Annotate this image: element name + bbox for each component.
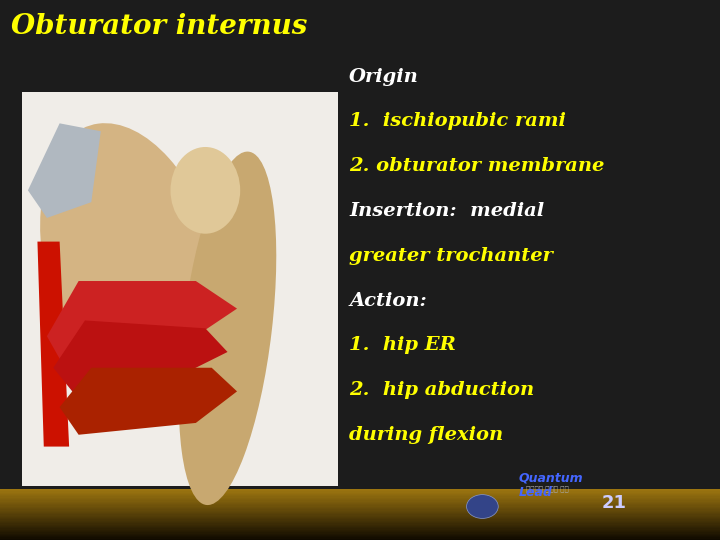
Bar (0, 495, 720, 496)
Bar (0, 504, 720, 505)
Bar (0, 535, 720, 536)
Ellipse shape (40, 123, 225, 415)
Bar (0, 498, 720, 499)
Bar (0, 532, 720, 534)
Ellipse shape (171, 147, 240, 234)
Bar (0, 518, 720, 519)
Text: Insertion:  medial: Insertion: medial (349, 202, 544, 220)
Bar (0, 531, 720, 532)
Bar (0, 491, 720, 492)
Text: 1.  hip ER: 1. hip ER (349, 336, 456, 354)
Polygon shape (60, 368, 237, 435)
Bar (0, 529, 720, 530)
Bar (0, 517, 720, 518)
Bar (0, 494, 720, 495)
Bar (0, 508, 720, 509)
Bar (0, 500, 720, 502)
Bar (0, 521, 720, 522)
Bar (0, 505, 720, 507)
Polygon shape (47, 281, 237, 376)
Bar (0, 496, 720, 498)
Bar (0, 513, 720, 514)
Polygon shape (37, 241, 69, 447)
Text: Quantum
Lead: Quantum Lead (518, 471, 583, 500)
Bar (0, 492, 720, 494)
Polygon shape (53, 320, 228, 399)
Bar (0, 530, 720, 531)
Bar (0, 514, 720, 516)
Bar (0, 526, 720, 527)
Polygon shape (28, 123, 101, 218)
Text: 대한민국 유교의 미래: 대한민국 유교의 미래 (526, 486, 569, 492)
Bar (0, 519, 720, 521)
Bar (0, 539, 720, 540)
Bar (0, 537, 720, 539)
Bar (0, 489, 720, 490)
Bar (0, 523, 720, 525)
Bar (0, 534, 720, 535)
Text: 2. obturator membrane: 2. obturator membrane (349, 157, 605, 175)
Bar (0, 510, 720, 512)
Bar (0, 527, 720, 529)
Bar (0, 490, 720, 491)
Bar (0, 499, 720, 500)
Bar (0, 502, 720, 503)
Bar (22, 92, 338, 486)
Ellipse shape (179, 152, 276, 505)
Bar (0, 507, 720, 508)
Text: during flexion: during flexion (349, 426, 503, 444)
Bar (0, 522, 720, 523)
Text: Origin: Origin (349, 68, 419, 85)
Circle shape (467, 495, 498, 518)
Text: 1.  ischiopubic rami: 1. ischiopubic rami (349, 112, 566, 130)
Bar (0, 536, 720, 537)
Text: 2.  hip abduction: 2. hip abduction (349, 381, 534, 399)
Bar (0, 512, 720, 513)
Bar (0, 525, 720, 526)
Bar (0, 503, 720, 504)
Bar (0, 516, 720, 517)
Text: greater trochanter: greater trochanter (349, 247, 553, 265)
Bar (0, 509, 720, 510)
Text: Obturator internus: Obturator internus (11, 14, 307, 40)
Text: Action:: Action: (349, 292, 427, 309)
Text: 21: 21 (601, 494, 626, 512)
